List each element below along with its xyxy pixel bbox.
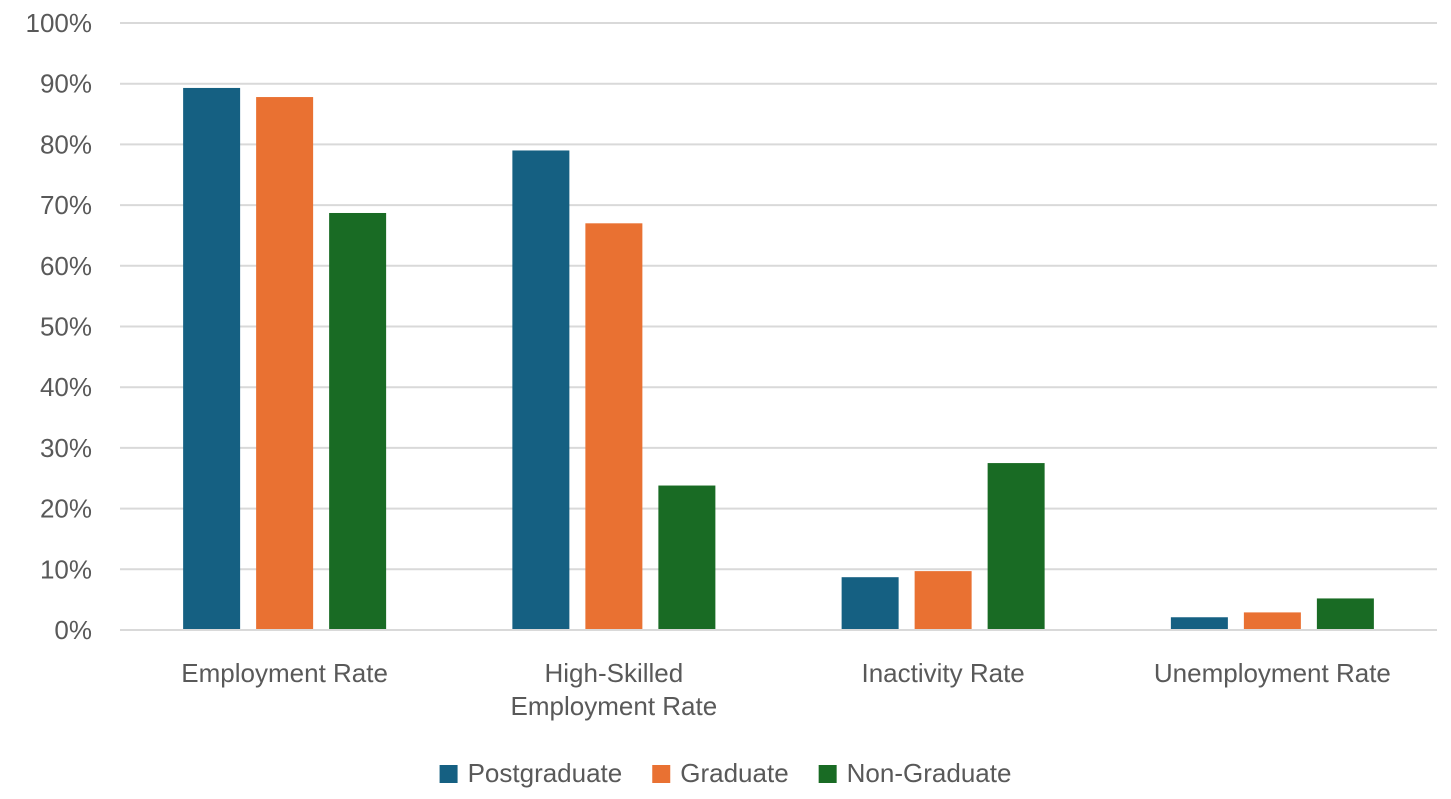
legend-label: Postgraduate (468, 758, 623, 788)
bar-postgraduate (841, 577, 899, 630)
x-category-label: Employment Rate (511, 691, 718, 721)
y-tick-label: 40% (40, 372, 92, 402)
y-tick-label: 70% (40, 190, 92, 220)
bar-postgraduate (183, 87, 241, 631)
x-category-label: Inactivity Rate (861, 658, 1024, 688)
bar-graduate (914, 571, 972, 630)
bar-postgraduate (1170, 617, 1228, 630)
y-tick-label: 20% (40, 494, 92, 524)
x-category-label: Employment Rate (181, 658, 388, 688)
legend-label: Graduate (680, 758, 788, 788)
legend-swatch (652, 765, 671, 783)
y-tick-label: 30% (40, 433, 92, 463)
legend-label: Non-Graduate (847, 758, 1012, 788)
bar-non-graduate (1316, 598, 1374, 630)
bar-postgraduate (512, 150, 570, 630)
legend: Postgraduate Graduate Non-Graduate (439, 758, 1012, 788)
bar-non-graduate (658, 485, 716, 630)
y-axis-tick-labels: 0% 10% 20% 30% 40% 50% 60% 70% 80% 90% 100% (26, 8, 93, 645)
bar-graduate (585, 223, 643, 630)
gridlines (120, 22, 1437, 571)
x-category-label: High-Skilled (545, 658, 684, 688)
bar-graduate (1243, 612, 1301, 630)
bars (183, 87, 1374, 631)
y-tick-label: 60% (40, 251, 92, 281)
bar-non-graduate (329, 212, 387, 630)
y-tick-label: 0% (54, 615, 92, 645)
bar-graduate (256, 97, 314, 630)
legend-swatch (818, 765, 837, 783)
y-tick-label: 100% (26, 8, 93, 38)
bar-non-graduate (987, 463, 1045, 630)
y-tick-label: 80% (40, 129, 92, 159)
y-tick-label: 50% (40, 312, 92, 342)
x-category-label: Unemployment Rate (1154, 658, 1391, 688)
y-tick-label: 10% (40, 554, 92, 584)
legend-swatch (439, 765, 458, 783)
y-tick-label: 90% (40, 69, 92, 99)
